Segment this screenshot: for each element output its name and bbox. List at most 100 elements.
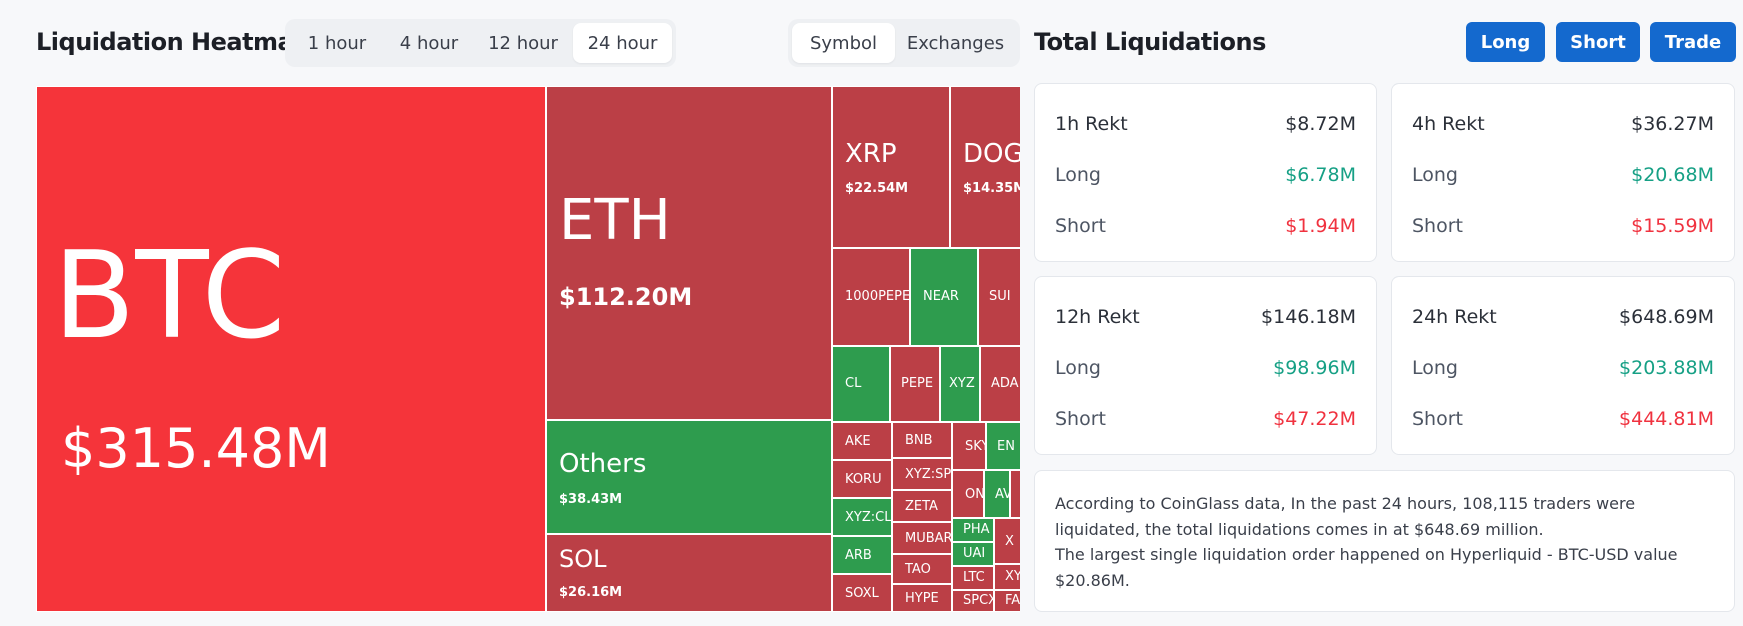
card-total: $36.27M [1631,113,1714,135]
tab-4-hour[interactable]: 4 hour [399,32,459,54]
tab-exchanges[interactable]: Exchanges [906,32,1005,54]
card-long-value: $98.96M [1273,357,1356,379]
card-long-value: $6.78M [1285,164,1356,186]
tile-spcx[interactable]: SPCX [952,590,994,612]
tab-24-hour[interactable]: 24 hour [573,23,672,63]
tile-symbol: ARB [845,548,872,563]
card-short-value: $1.94M [1285,215,1356,237]
card-short-label: Short [1055,408,1106,430]
tile-others[interactable]: Others $38.43M [546,420,832,534]
tile-symbol: X [1005,534,1014,549]
tile-symbol: HYPE [905,591,939,606]
tile-xyz[interactable]: XYZ [940,346,980,422]
tile-pepe[interactable]: PEPE [890,346,940,422]
card-total: $648.69M [1619,306,1714,328]
tile-btc[interactable]: BTC $315.48M [36,86,546,612]
tile-symbol: 1000PEPE [845,289,910,304]
card-short-label: Short [1055,215,1106,237]
rekt-card-24h: 24h Rekt $648.69M Long $203.88M Short $444.… [1391,276,1735,455]
card-total: $146.18M [1261,306,1356,328]
tile-symbol: ZETA [905,499,938,514]
tile-ltc[interactable]: LTC [952,566,994,590]
trade-button[interactable]: Trade [1650,22,1736,62]
tile-near[interactable]: NEAR [910,248,978,346]
tile-pha[interactable]: PHA [952,518,994,542]
tile-value: $315.48M [61,417,331,480]
card-long-label: Long [1055,357,1101,379]
liquidation-heatmap: BTC $315.48M ETH $112.20M Others $38.43M… [36,86,1020,612]
view-tabs: Symbol Exchanges [788,19,1020,67]
total-liquidations-title: Total Liquidations [1034,28,1266,56]
tile-fa[interactable]: FA [994,590,1020,612]
tile-symbol: KORU [845,472,882,487]
tile-uai[interactable]: UAI [952,542,994,566]
tile-symbol: PEPE [901,376,934,391]
tile-xyz-cl[interactable]: XYZ:CL [832,498,892,536]
tile-bnb[interactable]: BNB [892,422,952,458]
tab-symbol[interactable]: Symbol [792,23,895,63]
tile-soxl[interactable]: SOXL [832,574,892,612]
tile-value: $14.35M [963,181,1020,196]
tile-xy[interactable]: XY [994,564,1020,590]
tile-cl[interactable]: CL [832,346,890,422]
tile-symbol: FA [1005,593,1020,608]
tile-sky[interactable]: SKY [952,422,986,470]
card-long-label: Long [1412,357,1458,379]
tile-sui[interactable]: SUI [978,248,1020,346]
summary-line-1: According to CoinGlass data, In the past… [1055,494,1636,539]
card-short-value: $444.81M [1619,408,1714,430]
tile-symbol: XY [1005,569,1020,584]
card-short-value: $47.22M [1273,408,1356,430]
tile-value: $112.20M [559,283,693,311]
tile-on[interactable]: ON [952,470,984,518]
short-button[interactable]: Short [1556,22,1640,62]
tile-value: $22.54M [845,181,909,196]
tile-symbol: EN [997,439,1015,454]
tile-arb[interactable]: ARB [832,536,892,574]
card-long-value: $20.68M [1631,164,1714,186]
rekt-card-12h: 12h Rekt $146.18M Long $98.96M Short $47.22… [1034,276,1377,455]
tile-symbol: PHA [963,522,990,537]
tile-koru[interactable]: KORU [832,460,892,498]
tile-xrp[interactable]: XRP $22.54M [832,86,950,248]
tile-zeta[interactable]: ZETA [892,490,952,522]
card-period: 12h Rekt [1055,306,1140,328]
tile-symbol: SPCX [963,593,994,608]
tile-mubar[interactable]: MUBAR [892,522,952,554]
tile-symbol: MUBAR [905,531,952,546]
rekt-card-4h: 4h Rekt $36.27M Long $20.68M Short $15.59M [1391,83,1735,262]
tile-hype[interactable]: HYPE [892,584,952,612]
heatmap-title: Liquidation Heatmap [36,28,310,56]
rekt-card-1h: 1h Rekt $8.72M Long $6.78M Short $1.94M [1034,83,1377,262]
tab-12-hour[interactable]: 12 hour [488,32,558,54]
tile-symbol: BTC [53,227,286,366]
tile-symbol: LTC [963,570,985,585]
tile-sol[interactable]: SOL $26.16M [546,534,832,612]
tile-symbol: UAI [963,546,986,561]
tile-symbol: SUI [989,289,1011,304]
tile-symbol: ON [965,487,984,502]
card-short-label: Short [1412,408,1463,430]
tile-tao[interactable]: TAO [892,554,952,584]
tile-symbol: XYZ:SP [905,467,952,482]
tile-symbol: AKE [845,434,871,449]
tile-symbol: SOL [559,545,607,573]
tile-symbol: SKY [965,439,985,454]
tile-misc-1[interactable] [1010,470,1020,518]
tile-xyz-sp[interactable]: XYZ:SP [892,458,952,490]
tile-en[interactable]: EN [986,422,1020,470]
tile-ada[interactable]: ADA [980,346,1020,422]
tile-doge[interactable]: DOG $14.35M [950,86,1020,248]
tile-x[interactable]: X [994,518,1020,564]
card-long-value: $203.88M [1619,357,1714,379]
tile-ake[interactable]: AKE [832,422,892,460]
tab-1-hour[interactable]: 1 hour [307,32,367,54]
tile-symbol: SOXL [845,586,879,601]
card-period: 4h Rekt [1412,113,1485,135]
tile-eth[interactable]: ETH $112.20M [546,86,832,420]
long-button[interactable]: Long [1466,22,1545,62]
tile-1000pepe[interactable]: 1000PEPE [832,248,910,346]
tile-av[interactable]: AV [984,470,1010,518]
tile-symbol: NEAR [923,289,959,304]
tile-symbol: XYZ [949,376,975,391]
